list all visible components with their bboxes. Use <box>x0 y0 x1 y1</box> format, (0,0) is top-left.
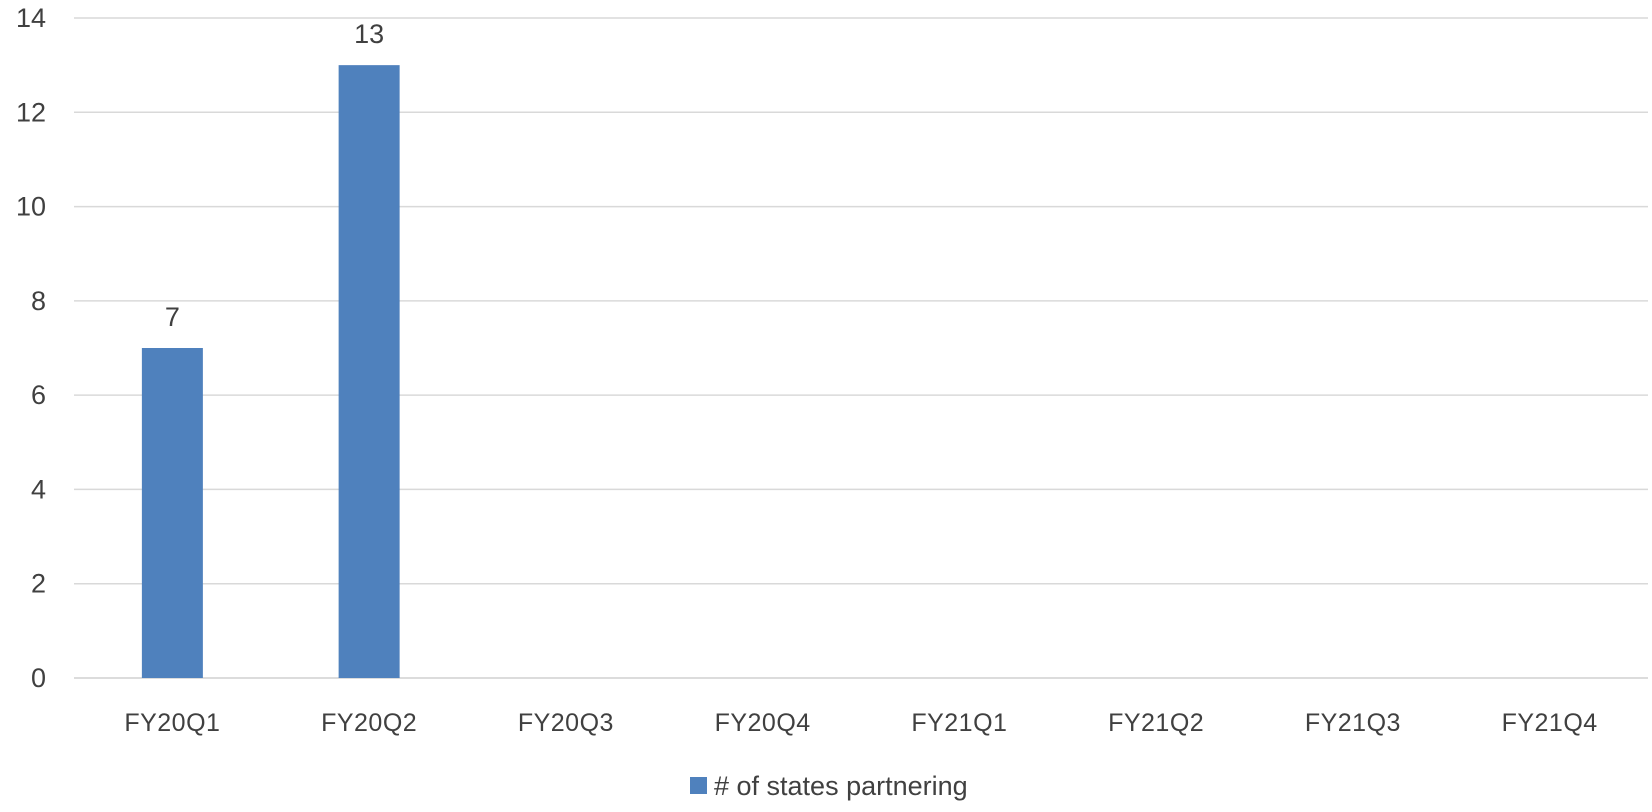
y-tick-label: 8 <box>31 286 46 316</box>
legend: # of states partnering <box>690 771 968 801</box>
x-axis-ticks: FY20Q1 FY20Q2 FY20Q3 FY20Q4 FY21Q1 FY21Q2 FY21… <box>124 709 1597 737</box>
x-tick-label: FY20Q4 <box>715 709 811 737</box>
y-axis-ticks: 0 2 4 6 8 10 12 14 <box>16 3 46 693</box>
bars <box>141 65 400 678</box>
y-tick-label: 14 <box>16 3 46 33</box>
x-tick-label: FY21Q4 <box>1502 709 1598 737</box>
y-tick-label: 4 <box>31 474 46 504</box>
y-tick-label: 10 <box>16 192 46 222</box>
legend-swatch <box>690 777 707 794</box>
x-tick-label: FY20Q2 <box>321 709 417 737</box>
y-tick-label: 6 <box>31 380 46 410</box>
y-tick-label: 2 <box>31 569 46 599</box>
data-label: 13 <box>354 19 384 49</box>
x-tick-label: FY20Q3 <box>518 709 614 737</box>
x-tick-label: FY20Q1 <box>124 709 220 737</box>
data-labels: 7 13 <box>165 19 384 332</box>
gridlines <box>74 17 1648 679</box>
x-tick-label: FY21Q1 <box>911 709 1007 737</box>
bar <box>338 65 400 678</box>
y-tick-label: 12 <box>16 97 46 127</box>
bar <box>141 348 203 678</box>
legend-label: # of states partnering <box>714 771 968 801</box>
x-tick-label: FY21Q3 <box>1305 709 1401 737</box>
data-label: 7 <box>165 302 180 332</box>
y-tick-label: 0 <box>31 663 46 693</box>
x-tick-label: FY21Q2 <box>1108 709 1204 737</box>
